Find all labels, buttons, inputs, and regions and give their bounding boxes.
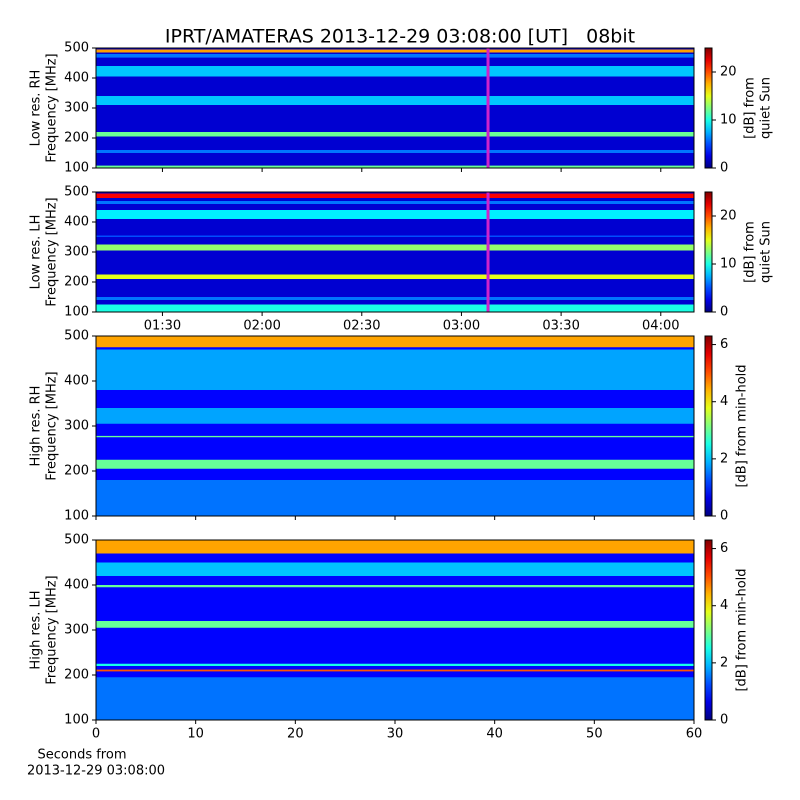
y-tick-label: 200 bbox=[64, 275, 89, 290]
y-axis-label: Frequency [MHz] bbox=[45, 53, 60, 162]
spectral-band bbox=[96, 540, 694, 554]
y-tick-label: 300 bbox=[64, 101, 89, 116]
colorbar-tick-label: 0 bbox=[720, 161, 728, 176]
spectral-band bbox=[96, 244, 694, 251]
x-axis-label: 2013-12-29 03:08:00 bbox=[27, 764, 165, 779]
colorbar-label: [dB] from min-hold bbox=[735, 364, 750, 487]
colorbar-tick-label: 4 bbox=[720, 598, 728, 613]
y-axis-label: Frequency [MHz] bbox=[45, 575, 60, 684]
spectral-band bbox=[96, 49, 694, 53]
spectral-band bbox=[96, 274, 694, 279]
y-axis-label: Frequency [MHz] bbox=[45, 371, 60, 480]
spectral-band bbox=[96, 150, 694, 153]
spectral-band bbox=[96, 480, 694, 516]
y-tick-label: 500 bbox=[64, 185, 89, 200]
y-tick-label: 300 bbox=[64, 245, 89, 260]
y-tick-label: 400 bbox=[64, 374, 89, 389]
spectral-band bbox=[96, 66, 694, 77]
y-tick-label: 500 bbox=[64, 41, 89, 56]
colorbar bbox=[704, 191, 713, 313]
spectral-band bbox=[96, 304, 694, 312]
spectral-band bbox=[96, 336, 694, 348]
x-tick-label: 20 bbox=[287, 727, 304, 742]
y-tick-label: 300 bbox=[64, 419, 89, 434]
x-tick-label: 01:30 bbox=[144, 319, 181, 334]
colorbar-label: [dB] from bbox=[743, 221, 758, 283]
x-tick-label: 30 bbox=[387, 727, 404, 742]
spectral-band bbox=[96, 621, 694, 628]
x-tick-label: 02:00 bbox=[243, 319, 280, 334]
x-tick-label: 03:00 bbox=[443, 319, 480, 334]
y-axis-label: Low res. LH bbox=[29, 215, 44, 290]
y-tick-label: 400 bbox=[64, 215, 89, 230]
y-tick-label: 100 bbox=[64, 305, 89, 320]
colorbar-tick-label: 6 bbox=[720, 541, 728, 556]
spectral-band bbox=[96, 165, 694, 168]
colorbar-tick-label: 20 bbox=[720, 209, 737, 224]
colorbar bbox=[704, 335, 713, 517]
spectral-band bbox=[96, 663, 694, 666]
spectral-band bbox=[96, 193, 694, 198]
x-tick-label: 40 bbox=[486, 727, 503, 742]
y-tick-label: 100 bbox=[64, 713, 89, 728]
x-tick-label: 02:30 bbox=[343, 319, 380, 334]
y-axis-label: Frequency [MHz] bbox=[45, 197, 60, 306]
spectral-band bbox=[96, 585, 694, 588]
y-axis-label: High res. RH bbox=[29, 386, 44, 467]
spectral-band bbox=[96, 562, 694, 576]
y-tick-label: 300 bbox=[64, 623, 89, 638]
colorbar-tick-label: 10 bbox=[720, 257, 737, 272]
colorbar-label: [dB] from bbox=[743, 77, 758, 139]
x-tick-label: 60 bbox=[686, 727, 703, 742]
x-tick-label: 10 bbox=[187, 727, 204, 742]
spectral-band bbox=[96, 408, 694, 424]
y-tick-label: 100 bbox=[64, 509, 89, 524]
colorbar-tick-label: 10 bbox=[720, 113, 737, 128]
y-axis-label: High res. LH bbox=[29, 590, 44, 669]
x-axis-label: Seconds from bbox=[37, 748, 126, 763]
y-tick-label: 200 bbox=[64, 131, 89, 146]
spectral-band bbox=[96, 54, 694, 58]
y-tick-label: 500 bbox=[64, 533, 89, 548]
spectral-band bbox=[96, 677, 694, 720]
colorbar-tick-label: 0 bbox=[720, 713, 728, 728]
y-tick-label: 500 bbox=[64, 329, 89, 344]
y-tick-label: 400 bbox=[64, 71, 89, 86]
colorbar-label: [dB] from min-hold bbox=[735, 568, 750, 691]
spectral-band bbox=[96, 435, 694, 438]
spectral-band bbox=[96, 132, 694, 137]
colorbar-tick-label: 6 bbox=[720, 337, 728, 352]
y-tick-label: 200 bbox=[64, 668, 89, 683]
colorbar-tick-label: 0 bbox=[720, 305, 728, 320]
spectral-band bbox=[96, 349, 694, 390]
spectral-band bbox=[96, 96, 694, 105]
y-tick-label: 400 bbox=[64, 578, 89, 593]
x-tick-label: 04:00 bbox=[642, 319, 679, 334]
spectral-band bbox=[96, 459, 694, 469]
spectral-band bbox=[96, 235, 694, 237]
colorbar-tick-label: 2 bbox=[720, 655, 728, 670]
spectral-band bbox=[96, 669, 694, 672]
colorbar bbox=[704, 47, 713, 169]
spectral-band bbox=[96, 297, 694, 300]
x-tick-label: 0 bbox=[92, 727, 100, 742]
colorbar-tick-label: 2 bbox=[720, 451, 728, 466]
colorbar bbox=[704, 539, 713, 721]
x-tick-label: 03:30 bbox=[542, 319, 579, 334]
y-axis-label: Low res. RH bbox=[29, 70, 44, 147]
y-tick-label: 100 bbox=[64, 161, 89, 176]
spectral-band bbox=[96, 201, 694, 204]
y-tick-label: 200 bbox=[64, 464, 89, 479]
colorbar-label: quiet Sun bbox=[759, 77, 774, 139]
x-tick-label: 50 bbox=[586, 727, 603, 742]
spectral-band bbox=[96, 210, 694, 219]
colorbar-tick-label: 4 bbox=[720, 394, 728, 409]
colorbar-label: quiet Sun bbox=[759, 221, 774, 283]
colorbar-tick-label: 20 bbox=[720, 65, 737, 80]
colorbar-tick-label: 0 bbox=[720, 509, 728, 524]
chart-title: IPRT/AMATERAS 2013-12-29 03:08:00 [UT] 0… bbox=[165, 26, 635, 48]
